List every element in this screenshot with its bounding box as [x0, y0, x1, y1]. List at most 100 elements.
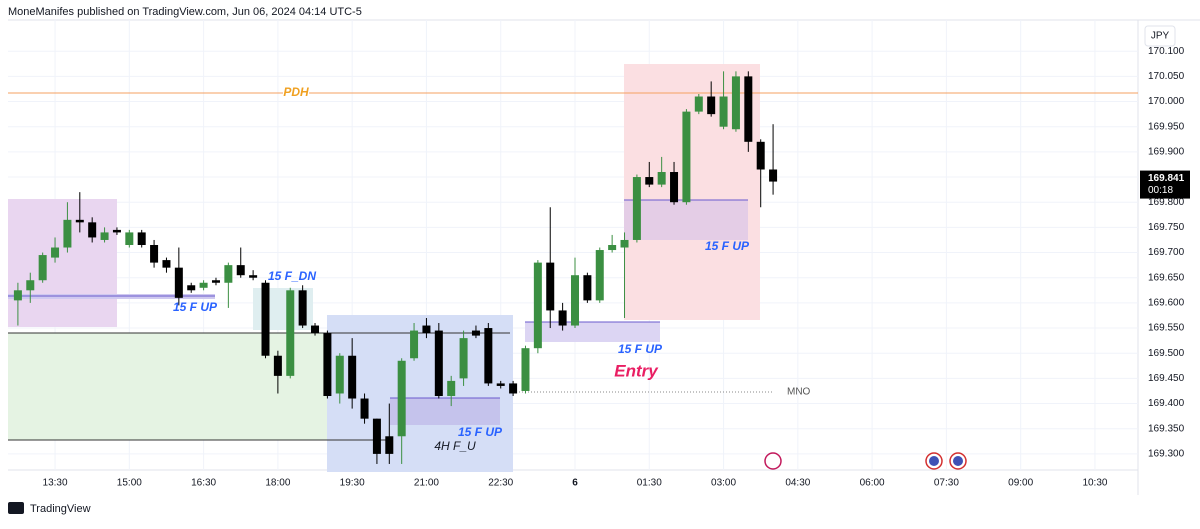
last-price-label: 169.841	[1148, 173, 1185, 184]
candle-body	[769, 169, 778, 182]
candle-body	[125, 232, 134, 245]
candle-body	[51, 247, 60, 258]
y-tick-label: 170.050	[1148, 71, 1185, 82]
zone	[525, 322, 660, 342]
candle-body	[546, 262, 555, 311]
candle-body	[595, 250, 604, 301]
x-tick-label: 19:30	[340, 478, 365, 489]
candle-body	[273, 355, 282, 376]
candle-body	[533, 262, 542, 349]
y-tick-label: 169.300	[1148, 449, 1185, 460]
x-tick-label: 06:00	[860, 478, 885, 489]
currency-button[interactable]	[1144, 25, 1176, 47]
candle-body	[744, 76, 753, 142]
y-tick-label: 170.000	[1148, 96, 1185, 107]
annotation: 15 F_DN	[268, 269, 316, 283]
event-icon[interactable]	[764, 452, 782, 470]
candle-body	[447, 380, 456, 397]
candles	[13, 71, 778, 464]
zone	[390, 398, 500, 425]
y-tick-label: 169.900	[1148, 147, 1185, 158]
candle-body	[410, 330, 419, 359]
candle-body	[298, 290, 307, 326]
annotation: MNO	[787, 387, 811, 398]
candle-body	[608, 245, 617, 251]
candle-body	[397, 360, 406, 437]
candle-body	[311, 325, 320, 334]
event-icon-inner	[953, 456, 963, 466]
candle-body	[484, 328, 493, 384]
candle-body	[632, 177, 641, 240]
candle-body	[13, 290, 22, 301]
candle-body	[694, 96, 703, 112]
y-tick-label: 169.800	[1148, 197, 1185, 208]
candle-body	[88, 222, 97, 238]
axis: 169.300 169.350 169.400 169.450 169.500 169.5…	[43, 46, 1190, 489]
candle-body	[422, 325, 431, 334]
y-tick-label: 169.500	[1148, 348, 1185, 359]
y-tick-label: 169.950	[1148, 121, 1185, 132]
y-tick-label: 169.450	[1148, 373, 1185, 384]
annotation: 15 F UP	[618, 342, 663, 356]
currency: JPY	[1151, 31, 1170, 42]
candle-body	[199, 282, 208, 288]
y-tick-label: 169.600	[1148, 298, 1185, 309]
candle-body	[26, 280, 35, 291]
candle-body	[682, 111, 691, 203]
x-tick-label: 21:00	[414, 478, 439, 489]
x-tick-label: 10:30	[1082, 478, 1107, 489]
candle-body	[707, 96, 716, 115]
candle-body	[137, 232, 146, 245]
footer-brand: TradingView	[30, 503, 91, 515]
y-tick-label: 169.650	[1148, 272, 1185, 283]
annotation: 4H F_U	[434, 439, 476, 453]
zone	[8, 333, 327, 440]
candle-body	[583, 275, 592, 301]
candle-body	[236, 265, 245, 276]
candle-body	[620, 239, 629, 248]
last-price-box	[1140, 170, 1190, 199]
x-tick-label: 13:30	[43, 478, 68, 489]
candle-body	[38, 255, 47, 281]
y-tick-label: 169.350	[1148, 423, 1185, 434]
x-tick-label: 15:00	[117, 478, 142, 489]
x-tick-label: 03:00	[711, 478, 736, 489]
x-tick-label: 01:30	[637, 478, 662, 489]
x-tick-label: 16:30	[191, 478, 216, 489]
countdown: 00:18	[1148, 185, 1173, 196]
x-tick-label: 18:00	[265, 478, 290, 489]
candle-body	[657, 172, 666, 185]
candle-body	[187, 285, 196, 291]
candle-body	[75, 219, 84, 223]
candle-body	[224, 265, 233, 283]
annotation: Entry	[614, 361, 659, 380]
candle-body	[335, 355, 344, 394]
candle-body	[496, 383, 505, 386]
candle-body	[112, 229, 121, 233]
candle-body	[360, 398, 369, 419]
candle-body	[731, 76, 740, 130]
candle-body	[211, 280, 220, 283]
candle-body	[670, 172, 679, 203]
candle-body	[719, 96, 728, 127]
candle-body	[645, 177, 654, 185]
x-tick-label: 6	[572, 478, 578, 489]
candle-body	[571, 275, 579, 326]
logo	[8, 502, 24, 514]
candle-body	[323, 333, 332, 397]
candle-body	[558, 310, 567, 326]
x-tick-label: 07:30	[934, 478, 959, 489]
candle-body	[286, 290, 295, 376]
candle-body	[63, 219, 72, 248]
candle-body	[174, 267, 183, 298]
candle-body	[348, 355, 357, 399]
annotation: 15 F UP	[458, 425, 503, 439]
y-tick-label: 169.700	[1148, 247, 1185, 258]
candle-body	[471, 330, 480, 336]
event-icons	[764, 452, 967, 470]
x-tick-label: 22:30	[488, 478, 513, 489]
annotation: 15 F UP	[705, 239, 750, 253]
event-icon-inner	[929, 456, 939, 466]
header-text: MoneManifes published on TradingView.com…	[8, 6, 362, 18]
candle-body	[521, 348, 530, 391]
